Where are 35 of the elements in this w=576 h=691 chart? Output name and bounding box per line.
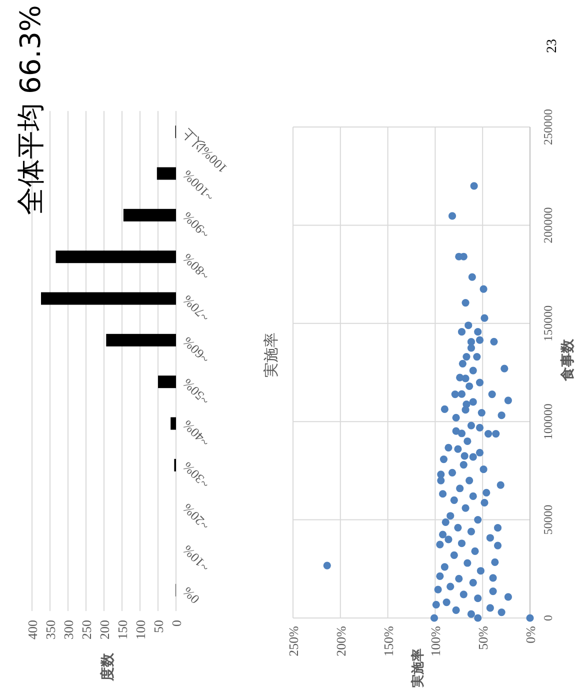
x-tick-label: 50% — [476, 626, 491, 650]
text: 度数 — [99, 652, 116, 682]
x-tick-label: 50 — [151, 620, 166, 633]
x-tick-label: 300 — [61, 620, 76, 640]
x-tick-label: 250 — [79, 620, 94, 640]
x-tick-label: 250% — [286, 626, 301, 656]
y-tick-label: 100000 — [541, 404, 555, 440]
bar — [156, 167, 176, 180]
x-tick-label: 0 — [169, 620, 184, 626]
bar — [158, 376, 176, 388]
x-tick-label: 150 — [115, 620, 130, 640]
x-tick-label: 350 — [43, 620, 58, 640]
x-tick-label: 400 — [25, 620, 40, 640]
bar — [106, 334, 176, 346]
y-tick-label: 250000 — [541, 109, 555, 145]
text: 23 — [545, 39, 560, 53]
text: 実施率 — [262, 332, 280, 378]
bar — [170, 417, 176, 430]
y-tick-label: 150000 — [541, 305, 555, 342]
text: 実施率 — [410, 648, 426, 688]
y-tick-label: 0 — [541, 615, 555, 621]
y-tick-label: 0% — [179, 584, 202, 607]
bar — [41, 292, 176, 305]
y-axis-title: 食事数 — [560, 338, 576, 382]
x-tick-label: 150% — [380, 626, 396, 656]
chart-title: 全体平均 66.3% — [14, 5, 47, 215]
x-tick-label: 200% — [333, 626, 348, 656]
bar — [56, 250, 176, 264]
x-tick-label: 200 — [97, 620, 112, 640]
x-tick-label: 100 — [133, 620, 148, 640]
y-tick-label: 200000 — [541, 207, 555, 244]
x-tick-label: 0% — [523, 626, 538, 644]
bar — [123, 208, 176, 222]
y-tick-label: 50000 — [541, 504, 555, 535]
x-tick-label: 100% — [428, 626, 444, 656]
